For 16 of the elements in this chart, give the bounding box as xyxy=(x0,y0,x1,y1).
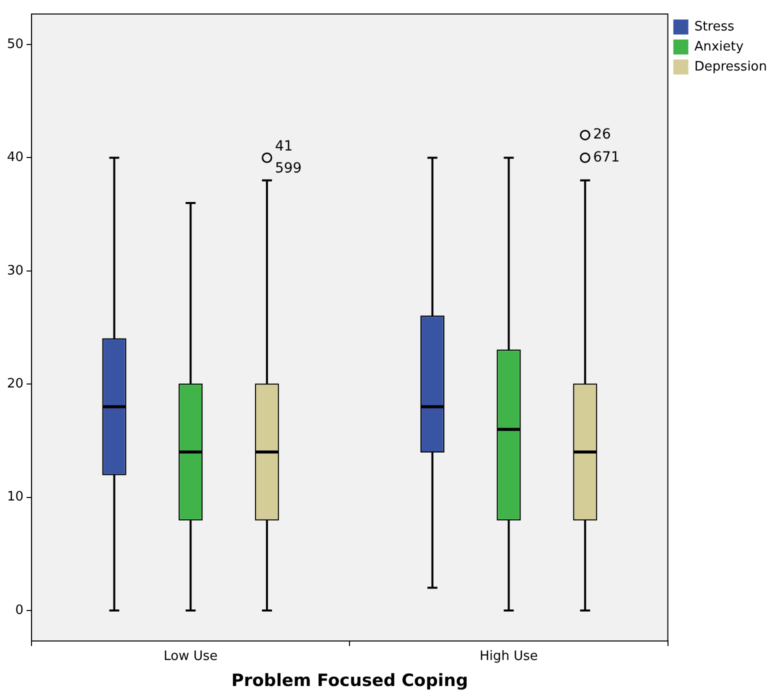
annotation: 671 xyxy=(593,149,620,166)
y-tick-label: 50 xyxy=(6,36,24,52)
x-axis-title: Problem Focused Coping xyxy=(231,671,468,692)
y-tick-label: 0 xyxy=(15,602,24,618)
annotation: 41 xyxy=(274,138,293,154)
legend-label: Depression xyxy=(694,59,768,74)
x-tick-label: High Use xyxy=(480,649,538,664)
y-tick-label: 20 xyxy=(6,376,24,392)
y-tick-label: 30 xyxy=(6,263,24,278)
legend-label: Stress xyxy=(694,19,735,34)
y-tick-label: 40 xyxy=(6,150,24,166)
annotation: 26 xyxy=(593,126,612,143)
legend-label: Anxiety xyxy=(694,39,744,54)
annotation: 599 xyxy=(274,160,302,176)
y-tick-label: 10 xyxy=(6,490,24,505)
x-tick-label: Low Use xyxy=(164,649,218,664)
